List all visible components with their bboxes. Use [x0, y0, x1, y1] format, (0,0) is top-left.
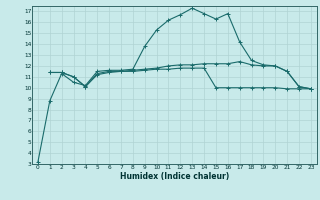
X-axis label: Humidex (Indice chaleur): Humidex (Indice chaleur): [120, 172, 229, 181]
